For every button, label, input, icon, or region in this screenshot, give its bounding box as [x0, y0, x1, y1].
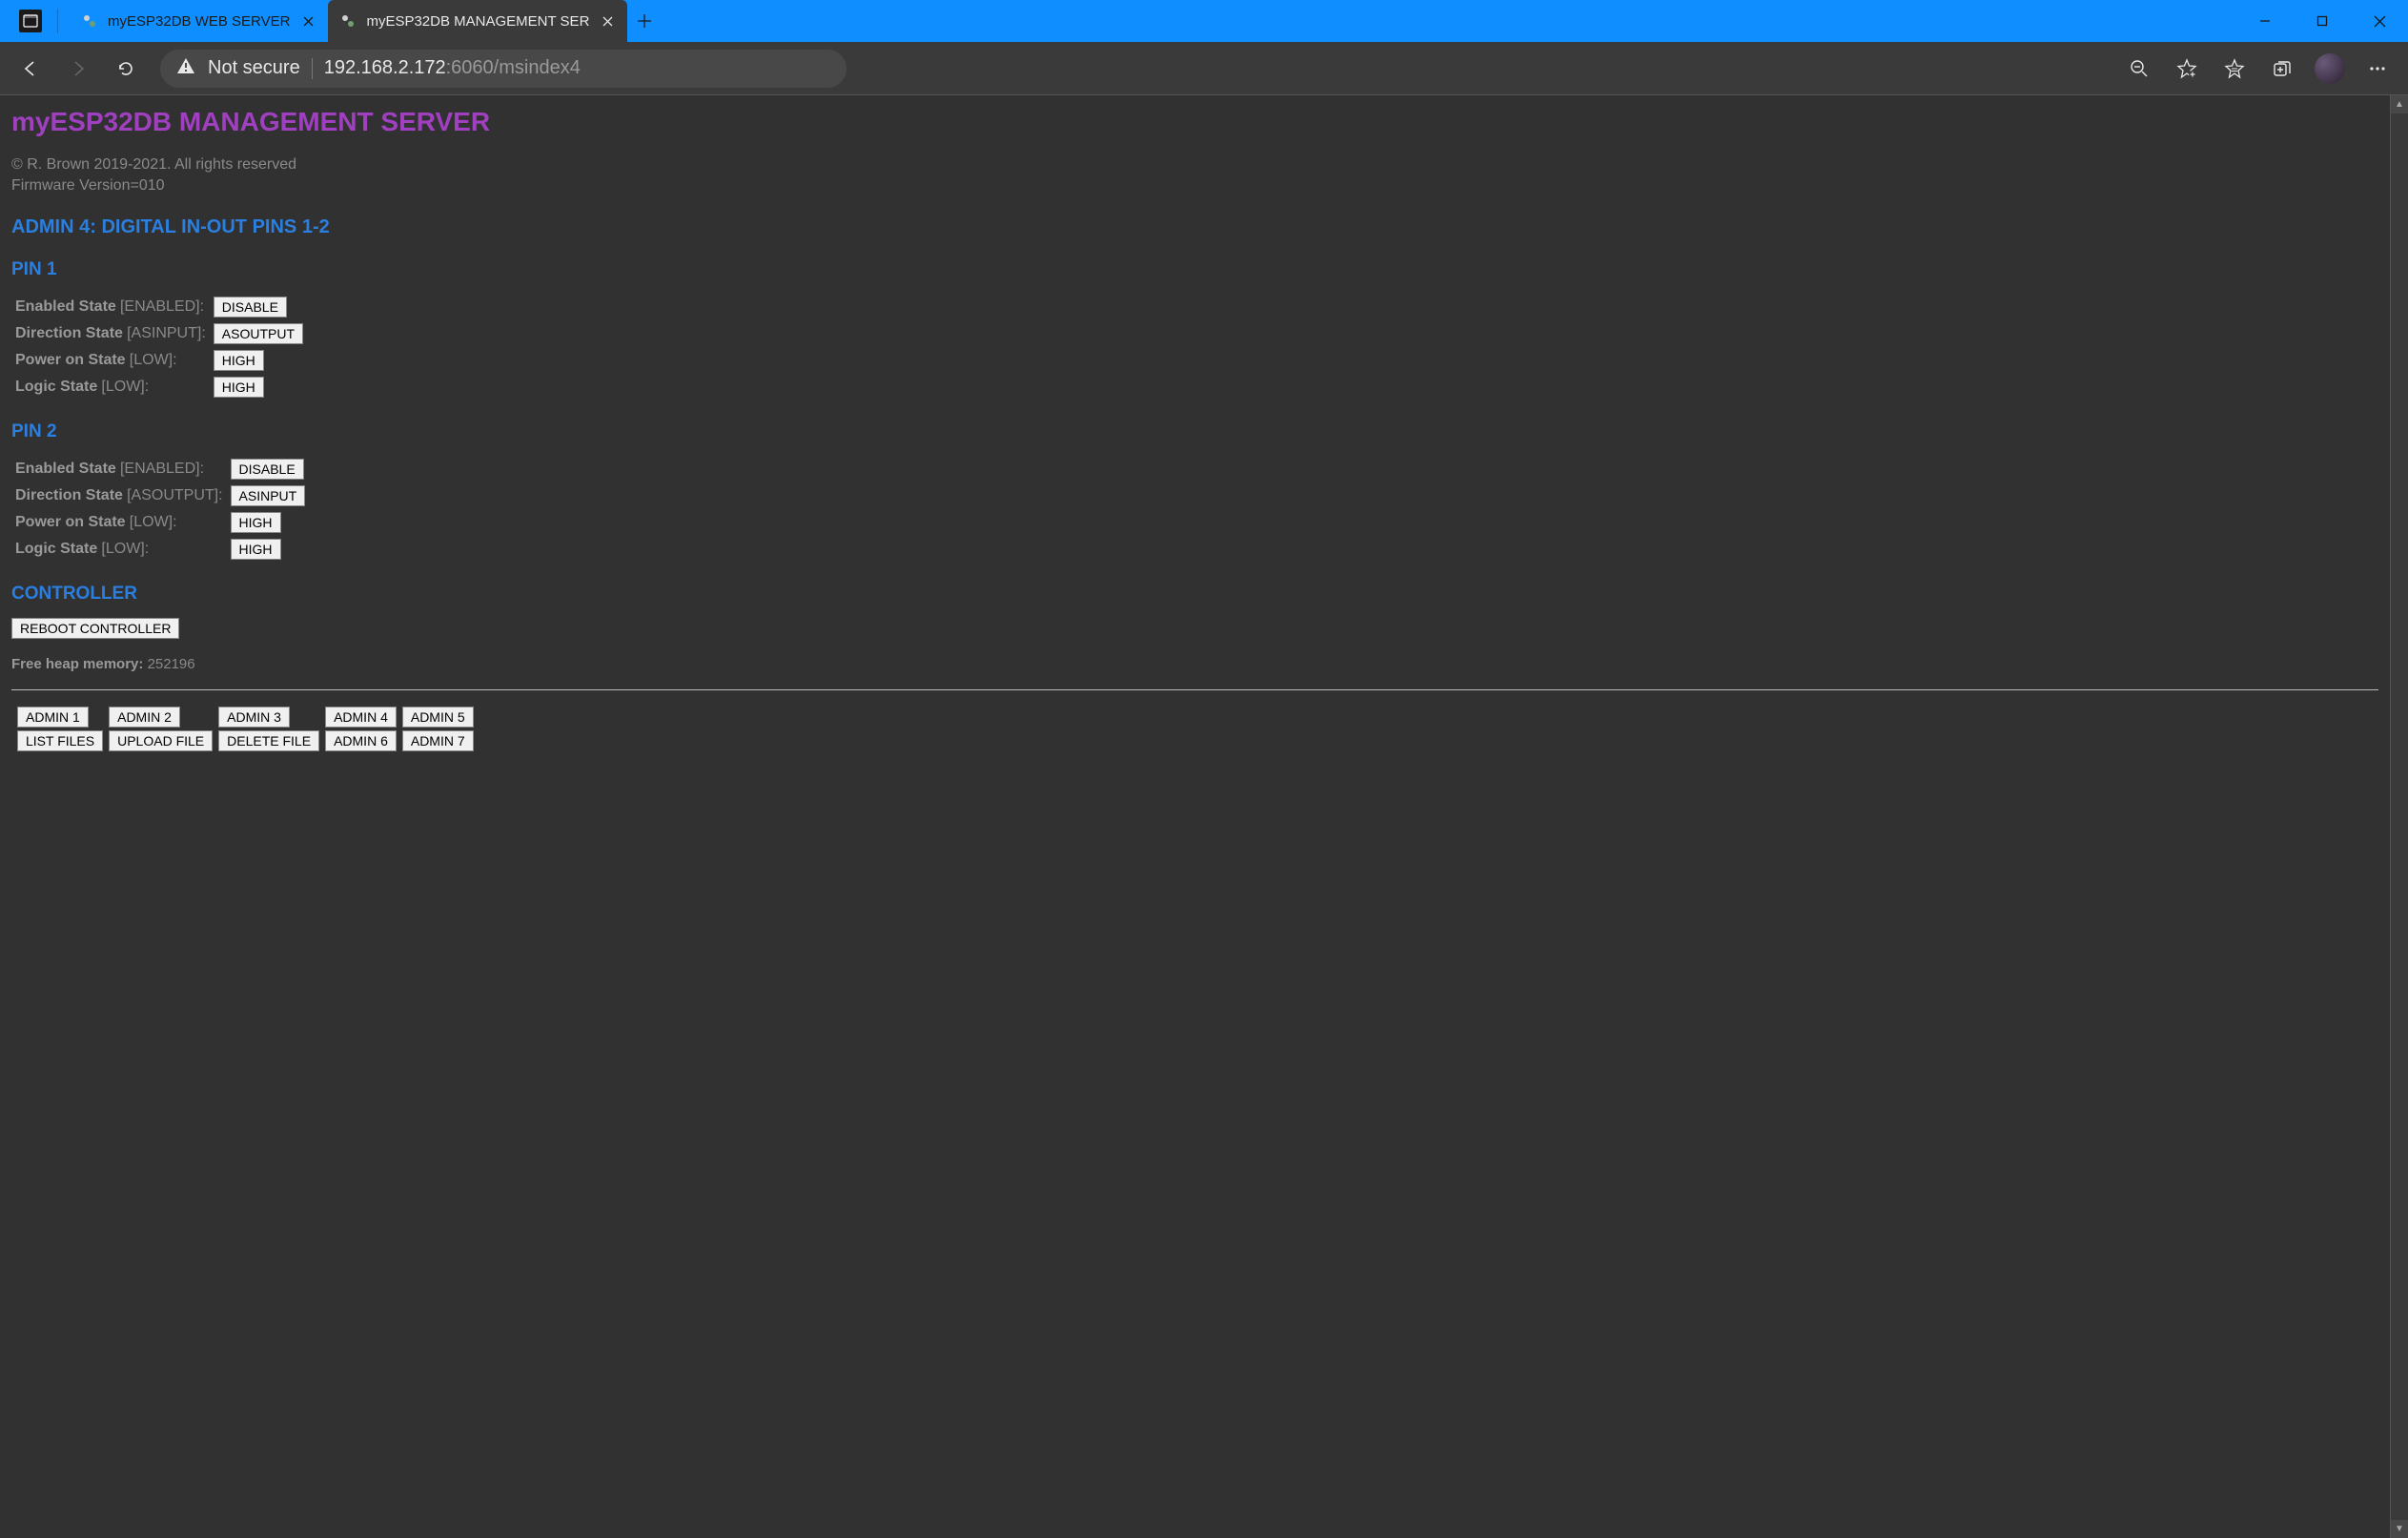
browser-window: myESP32DB WEB SERVER myESP32DB MANAGEMEN… [0, 0, 2408, 1538]
minimize-button[interactable] [2236, 0, 2294, 42]
profile-avatar[interactable] [2315, 53, 2345, 84]
pin1-poweron-label: Power on State [15, 352, 126, 368]
admin-nav: ADMIN 1 ADMIN 2 ADMIN 3 ADMIN 4 ADMIN 5 … [11, 704, 480, 754]
url-path: :6060/msindex4 [446, 57, 581, 78]
close-button[interactable] [2351, 0, 2408, 42]
favicon-icon [81, 12, 98, 30]
pin2-logic-label: Logic State [15, 541, 97, 557]
pin1-logic-high-button[interactable]: HIGH [214, 377, 264, 398]
scroll-track[interactable] [2391, 113, 2408, 1520]
warning-icon [175, 55, 196, 81]
pin2-high-button[interactable]: HIGH [231, 512, 281, 533]
section-heading: ADMIN 4: DIGITAL IN-OUT PINS 1-2 [11, 216, 2378, 238]
upload-file-button[interactable]: UPLOAD FILE [109, 730, 213, 751]
pin1-disable-button[interactable]: DISABLE [214, 297, 287, 318]
pin1-logic-value: [LOW]: [101, 379, 149, 395]
refresh-button[interactable] [105, 48, 147, 90]
pin1-asoutput-button[interactable]: ASOUTPUT [214, 323, 303, 344]
pin1-row-logic: Logic State [LOW]: HIGH [11, 374, 307, 400]
tabs: myESP32DB WEB SERVER myESP32DB MANAGEMEN… [70, 0, 2236, 42]
pin2-row-poweron: Power on State [LOW]: HIGH [11, 509, 309, 536]
admin6-button[interactable]: ADMIN 6 [325, 730, 397, 751]
pin2-enabled-value: [ENABLED]: [120, 461, 204, 477]
tab-active[interactable]: myESP32DB MANAGEMENT SER [328, 0, 627, 42]
admin5-button[interactable]: ADMIN 5 [402, 707, 474, 728]
tab-title: myESP32DB WEB SERVER [108, 13, 290, 30]
admin7-button[interactable]: ADMIN 7 [402, 730, 474, 751]
address-text: Not secure 192.168.2.172:6060/msindex4 [208, 57, 581, 79]
titlebar-divider [57, 9, 58, 33]
admin3-button[interactable]: ADMIN 3 [218, 707, 290, 728]
forward-button[interactable] [57, 48, 99, 90]
pin2-logic-value: [LOW]: [101, 541, 149, 557]
pin2-table: Enabled State [ENABLED]: DISABLE Directi… [11, 456, 309, 563]
admin4-button[interactable]: ADMIN 4 [325, 707, 397, 728]
pin1-row-direction: Direction State [ASINPUT]: ASOUTPUT [11, 320, 307, 347]
scroll-up-icon[interactable]: ▲ [2391, 95, 2408, 113]
tab-title: myESP32DB MANAGEMENT SER [366, 13, 589, 30]
pin2-heading: PIN 2 [11, 421, 2378, 442]
url-host: 192.168.2.172 [324, 57, 446, 78]
pin1-poweron-value: [LOW]: [130, 352, 177, 368]
page-title: myESP32DB MANAGEMENT SERVER [11, 107, 2378, 137]
titlebar-left [0, 0, 70, 42]
pin1-row-poweron: Power on State [LOW]: HIGH [11, 347, 307, 374]
delete-file-button[interactable]: DELETE FILE [218, 730, 319, 751]
tab-close-icon[interactable] [299, 12, 316, 30]
tab-inactive[interactable]: myESP32DB WEB SERVER [70, 0, 328, 42]
favicon-icon [339, 12, 357, 30]
back-button[interactable] [10, 48, 51, 90]
pin2-disable-button[interactable]: DISABLE [231, 459, 304, 480]
pin2-poweron-value: [LOW]: [130, 514, 177, 530]
list-files-button[interactable]: LIST FILES [17, 730, 103, 751]
more-icon[interactable] [2357, 48, 2398, 90]
titlebar: myESP32DB WEB SERVER myESP32DB MANAGEMEN… [0, 0, 2408, 42]
pin2-row-logic: Logic State [LOW]: HIGH [11, 536, 309, 563]
reboot-controller-button[interactable]: REBOOT CONTROLLER [11, 618, 179, 639]
pin2-logic-high-button[interactable]: HIGH [231, 539, 281, 560]
address-divider [312, 58, 313, 79]
tab-close-icon[interactable] [599, 12, 616, 30]
heap-label: Free heap memory: [11, 656, 143, 672]
pin1-enabled-value: [ENABLED]: [120, 298, 204, 315]
new-tab-button[interactable] [627, 0, 662, 42]
heap-value: 252196 [148, 656, 195, 672]
pin1-row-enabled: Enabled State [ENABLED]: DISABLE [11, 294, 307, 320]
scrollbar[interactable]: ▲ ▼ [2390, 95, 2408, 1538]
pin1-table: Enabled State [ENABLED]: DISABLE Directi… [11, 294, 307, 400]
pin2-enabled-label: Enabled State [15, 461, 116, 477]
maximize-button[interactable] [2294, 0, 2351, 42]
pin2-poweron-label: Power on State [15, 514, 126, 530]
favorites-list-icon[interactable] [2214, 48, 2255, 90]
pin1-direction-value: [ASINPUT]: [127, 325, 206, 341]
pin1-enabled-label: Enabled State [15, 298, 116, 315]
pin2-direction-value: [ASOUTPUT]: [127, 487, 222, 503]
pin2-direction-label: Direction State [15, 487, 123, 503]
controller-heading: CONTROLLER [11, 584, 2378, 605]
page-content: myESP32DB MANAGEMENT SERVER © R. Brown 2… [0, 95, 2390, 1538]
admin2-button[interactable]: ADMIN 2 [109, 707, 180, 728]
separator [11, 689, 2378, 690]
window-controls [2236, 0, 2408, 42]
pin2-row-enabled: Enabled State [ENABLED]: DISABLE [11, 456, 309, 482]
firmware-text: Firmware Version=010 [11, 175, 2378, 196]
security-label: Not secure [208, 57, 300, 79]
pin1-direction-label: Direction State [15, 325, 123, 341]
pin1-heading: PIN 1 [11, 259, 2378, 280]
scroll-down-icon[interactable]: ▼ [2391, 1520, 2408, 1538]
toolbar: Not secure 192.168.2.172:6060/msindex4 [0, 42, 2408, 95]
pin1-high-button[interactable]: HIGH [214, 350, 264, 371]
address-bar[interactable]: Not secure 192.168.2.172:6060/msindex4 [160, 50, 847, 88]
collections-icon[interactable] [2261, 48, 2303, 90]
pin1-logic-label: Logic State [15, 379, 97, 395]
pin2-asinput-button[interactable]: ASINPUT [231, 485, 306, 506]
favorites-add-icon[interactable] [2166, 48, 2208, 90]
zoom-out-icon[interactable] [2118, 48, 2160, 90]
pin2-row-direction: Direction State [ASOUTPUT]: ASINPUT [11, 482, 309, 509]
copyright-text: © R. Brown 2019-2021. All rights reserve… [11, 154, 2378, 175]
admin1-button[interactable]: ADMIN 1 [17, 707, 89, 728]
app-icon[interactable] [19, 10, 42, 32]
content-wrap: myESP32DB MANAGEMENT SERVER © R. Brown 2… [0, 95, 2408, 1538]
